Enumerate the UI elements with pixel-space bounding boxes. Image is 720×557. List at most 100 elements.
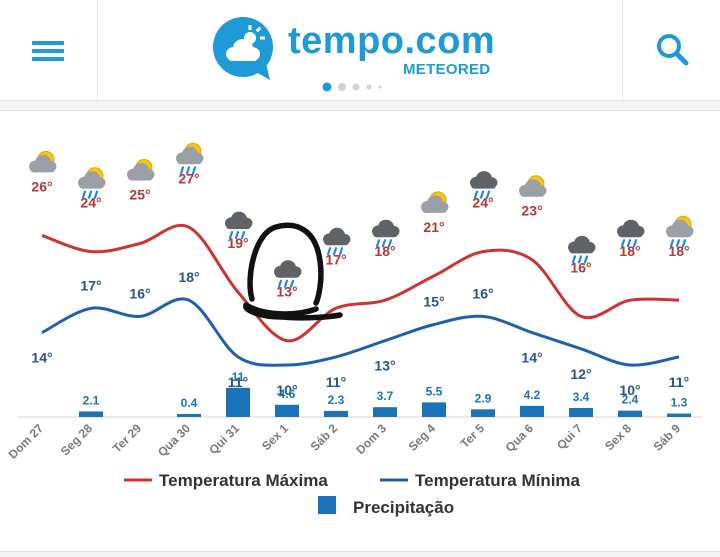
legend-precip-label: Precipitação — [353, 498, 454, 517]
rain-drop — [620, 239, 626, 248]
search-button[interactable] — [622, 0, 720, 100]
precip-label: 3.4 — [573, 390, 590, 404]
precip-label: 4.2 — [524, 388, 541, 402]
sun-cloud-rain-icon — [666, 215, 694, 248]
min-temp-label: 16° — [129, 285, 150, 301]
max-temp-label: 17° — [325, 251, 346, 267]
logo-icon — [213, 17, 273, 80]
cloud-shape — [177, 157, 202, 165]
rain-drop — [191, 166, 197, 175]
x-tick-label: Seg 4 — [406, 421, 439, 454]
cloud-shape — [128, 173, 153, 181]
hamburger-line — [32, 57, 64, 61]
cloud-rain-icon — [372, 219, 400, 248]
rain-drop — [332, 247, 338, 256]
rain-drop — [583, 255, 589, 264]
precip-label: 4.6 — [279, 387, 296, 401]
x-tick-label: Sáb 2 — [308, 421, 341, 454]
max-temp-label: 25° — [129, 187, 150, 203]
rain-drop — [479, 190, 485, 199]
forecast-chart: 26° 14° Dom 27 24° 17° 2.1 Seg 28 25° 16° Ter 29 2… — [6, 142, 702, 517]
page-dot[interactable] — [352, 83, 360, 91]
precip-label: 2.1 — [83, 393, 100, 407]
cloud-shape — [667, 230, 692, 238]
cloud-rain-icon — [274, 260, 302, 288]
menu-button[interactable] — [0, 0, 98, 100]
cloud-rain-icon — [470, 171, 498, 199]
precip-bar — [618, 410, 642, 417]
min-temp-label: 13° — [374, 358, 395, 374]
cloud-shape — [275, 270, 300, 278]
x-tick-label: Qui 31 — [206, 421, 242, 457]
precip-bar — [226, 387, 250, 417]
legend-precip-swatch — [318, 496, 336, 514]
precip-label: 0.4 — [181, 396, 198, 410]
rain-drop — [234, 230, 240, 240]
precip-bar — [373, 407, 397, 417]
x-tick-label: Ter 29 — [110, 421, 145, 456]
rain-drop — [626, 239, 632, 248]
min-temp-label: 18° — [178, 269, 199, 285]
min-temp-label: 16° — [472, 285, 493, 301]
min-temp-label: 14° — [31, 350, 52, 366]
page-dot-active[interactable] — [322, 82, 332, 92]
precip-bar — [324, 410, 348, 417]
legend-min-label: Temperatura Mínima — [415, 471, 581, 490]
cloud-shape — [471, 181, 496, 189]
cloud-rain-icon — [323, 227, 351, 256]
max-temp-label: 18° — [668, 243, 689, 259]
min-temp-line — [41, 297, 680, 367]
rain-drop — [381, 239, 387, 248]
legend-max-label: Temperatura Máxima — [159, 471, 328, 490]
precip-bar — [667, 413, 691, 417]
precip-bar — [275, 404, 299, 417]
rain-drop — [81, 190, 87, 199]
page-dot[interactable] — [366, 84, 372, 90]
rain-drop — [289, 279, 295, 288]
cloud-shape — [520, 189, 545, 197]
rain-drop — [571, 255, 577, 264]
max-temp-label: 23° — [521, 203, 542, 219]
logo-title: tempo.com — [288, 20, 496, 62]
max-temp-label: 24° — [80, 195, 101, 211]
cloud-rain-icon — [568, 235, 596, 264]
cloud-shape — [324, 238, 349, 246]
x-tick-label: Sex 8 — [602, 421, 634, 453]
min-temp-label: 10° — [276, 382, 297, 398]
rain-drop — [277, 279, 283, 288]
rain-drop — [338, 247, 344, 256]
cloud-shape — [30, 165, 55, 173]
rain-drop — [632, 239, 638, 248]
x-tick-label: Dom 27 — [6, 421, 47, 462]
x-tick-label: Qui 7 — [554, 421, 585, 452]
cloud-rain-icon — [617, 219, 645, 248]
page-dot[interactable] — [338, 83, 346, 91]
rain-drop — [675, 239, 681, 248]
precip-bar — [177, 414, 201, 417]
rain-drop — [577, 255, 583, 264]
precip-label: 1.3 — [671, 396, 688, 410]
cloud-shape — [226, 222, 251, 230]
hamburger-line — [32, 41, 64, 45]
max-temp-label: 27° — [178, 170, 199, 186]
min-temp-label: 15° — [423, 294, 444, 310]
x-tick-label: Dom 3 — [353, 421, 389, 457]
rain-drop — [681, 239, 687, 248]
rain-drop — [228, 230, 234, 240]
page-indicator — [322, 82, 382, 92]
sun-cloud-icon — [421, 191, 449, 213]
max-temp-label: 26° — [31, 178, 52, 194]
cloud-shape — [79, 181, 104, 189]
logo-subtitle: METEORED — [403, 61, 491, 78]
x-tick-label: Seg 28 — [58, 421, 95, 458]
rain-drop — [669, 239, 675, 248]
sun-cloud-rain-icon — [176, 142, 204, 175]
rain-drop — [326, 247, 332, 256]
precip-bar — [520, 405, 544, 417]
cloud-rain-icon — [225, 211, 253, 240]
page-dot[interactable] — [378, 85, 382, 89]
max-temp-label: 13° — [276, 284, 297, 300]
logo[interactable]: tempo.com METEORED — [212, 16, 512, 84]
max-temp-label: 24° — [472, 195, 493, 211]
max-temp-label: 16° — [570, 259, 591, 275]
